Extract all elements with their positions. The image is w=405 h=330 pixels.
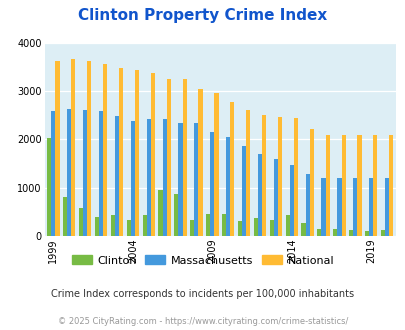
Bar <box>285 215 289 236</box>
Bar <box>222 214 226 236</box>
Bar <box>166 79 171 236</box>
Bar <box>226 137 230 236</box>
Bar <box>95 217 99 236</box>
Bar <box>384 178 388 236</box>
Bar <box>194 122 198 236</box>
Bar <box>380 230 384 236</box>
Bar <box>55 61 60 236</box>
Bar <box>134 70 139 236</box>
Bar <box>146 119 150 236</box>
Bar <box>364 231 368 236</box>
Bar <box>119 68 123 236</box>
Bar <box>245 111 249 236</box>
Bar <box>352 178 356 236</box>
Bar <box>333 229 337 236</box>
Bar <box>47 139 51 236</box>
Bar <box>289 165 293 236</box>
Bar <box>51 112 55 236</box>
Bar <box>337 178 341 236</box>
Bar <box>348 230 352 236</box>
Bar <box>210 132 214 236</box>
Bar <box>182 79 186 236</box>
Bar <box>198 89 202 236</box>
Text: Crime Index corresponds to incidents per 100,000 inhabitants: Crime Index corresponds to incidents per… <box>51 289 354 299</box>
Bar <box>67 109 71 236</box>
Bar <box>63 197 67 236</box>
Bar <box>321 178 325 236</box>
Bar <box>103 64 107 236</box>
Bar <box>257 154 261 236</box>
Bar <box>87 61 91 236</box>
Bar <box>126 219 130 236</box>
Bar <box>162 119 166 236</box>
Bar <box>241 146 245 236</box>
Bar <box>368 178 372 236</box>
Text: © 2025 CityRating.com - https://www.cityrating.com/crime-statistics/: © 2025 CityRating.com - https://www.city… <box>58 317 347 326</box>
Bar <box>372 135 377 236</box>
Bar <box>230 102 234 236</box>
Bar <box>174 194 178 236</box>
Bar <box>206 214 210 236</box>
Bar <box>273 159 277 236</box>
Bar <box>214 93 218 236</box>
Bar <box>305 174 309 236</box>
Bar <box>71 59 75 236</box>
Legend: Clinton, Massachusetts, National: Clinton, Massachusetts, National <box>67 251 338 270</box>
Bar <box>158 190 162 236</box>
Bar <box>130 120 134 236</box>
Bar <box>293 118 297 236</box>
Bar <box>325 135 329 236</box>
Bar <box>237 221 241 236</box>
Bar <box>317 229 321 236</box>
Bar <box>79 208 83 236</box>
Bar <box>111 215 115 236</box>
Bar <box>277 117 281 236</box>
Bar <box>301 223 305 236</box>
Bar <box>190 219 194 236</box>
Bar <box>388 135 392 236</box>
Bar <box>261 115 266 236</box>
Bar <box>142 215 146 236</box>
Bar <box>356 135 360 236</box>
Bar <box>115 116 119 236</box>
Bar <box>309 129 313 236</box>
Bar <box>150 73 155 236</box>
Text: Clinton Property Crime Index: Clinton Property Crime Index <box>78 8 327 23</box>
Bar <box>269 219 273 236</box>
Bar <box>253 218 257 236</box>
Bar <box>178 123 182 236</box>
Bar <box>99 111 103 236</box>
Bar <box>83 111 87 236</box>
Bar <box>341 135 345 236</box>
